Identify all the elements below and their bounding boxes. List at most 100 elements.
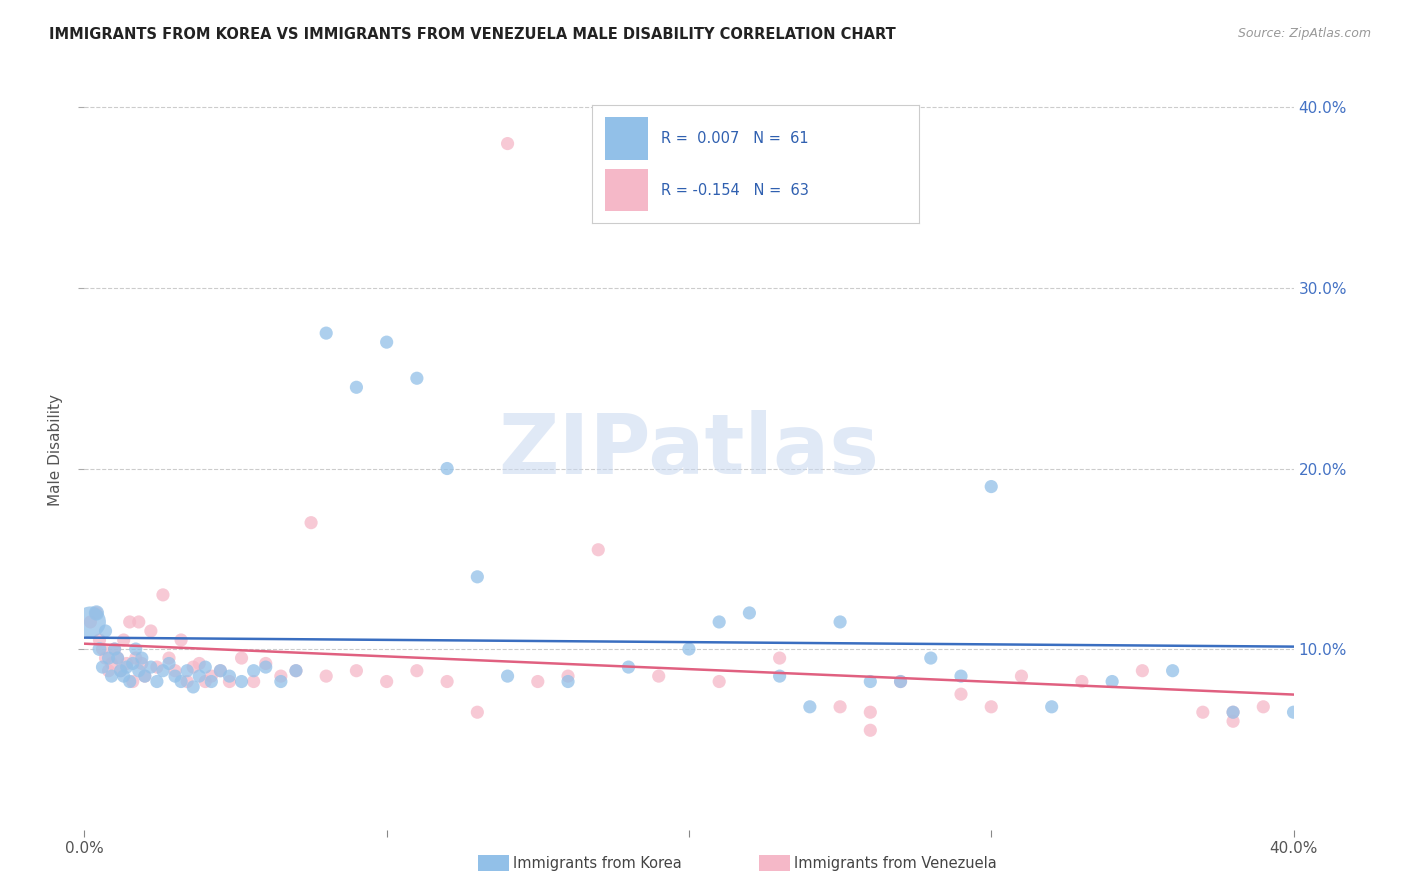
Point — [131, 657, 153, 671]
Point — [678, 642, 700, 657]
Point — [170, 674, 193, 689]
Point — [146, 660, 169, 674]
Text: Immigrants from Venezuela: Immigrants from Venezuela — [794, 856, 997, 871]
Point — [165, 664, 187, 678]
Point — [769, 669, 792, 683]
Point — [112, 633, 135, 648]
Point — [218, 669, 240, 683]
Point — [557, 669, 579, 683]
Point — [1222, 705, 1244, 719]
Point — [115, 660, 138, 674]
Point — [209, 664, 232, 678]
Point — [110, 664, 132, 678]
Point — [125, 642, 148, 657]
Point — [152, 588, 174, 602]
Point — [1130, 664, 1153, 678]
Point — [254, 660, 277, 674]
Point — [139, 624, 162, 638]
Point — [181, 660, 204, 674]
Point — [94, 651, 117, 665]
Point — [181, 680, 204, 694]
Point — [950, 669, 973, 683]
Point — [346, 664, 368, 678]
Point — [157, 657, 180, 671]
Point — [709, 615, 731, 629]
Point — [1071, 674, 1094, 689]
Point — [1101, 674, 1123, 689]
Point — [89, 642, 111, 657]
Point — [285, 664, 308, 678]
Point — [97, 651, 120, 665]
Point — [315, 669, 337, 683]
Point — [799, 699, 821, 714]
Point — [209, 664, 232, 678]
Point — [176, 664, 198, 678]
Point — [467, 705, 489, 719]
Point — [89, 633, 111, 648]
Point — [1040, 699, 1063, 714]
Point — [769, 651, 792, 665]
Point — [980, 699, 1002, 714]
Point — [121, 674, 143, 689]
Point — [315, 326, 337, 340]
Point — [218, 674, 240, 689]
Point — [121, 657, 143, 671]
Point — [94, 624, 117, 638]
Point — [375, 335, 398, 350]
Point — [91, 660, 114, 674]
Point — [110, 664, 132, 678]
Point — [139, 660, 162, 674]
Point — [97, 664, 120, 678]
Point — [1222, 714, 1244, 729]
Point — [86, 606, 108, 620]
Point — [920, 651, 942, 665]
Point — [859, 723, 882, 738]
Point — [125, 651, 148, 665]
Text: Source: ZipAtlas.com: Source: ZipAtlas.com — [1237, 27, 1371, 40]
Point — [1011, 669, 1033, 683]
Point — [170, 633, 193, 648]
Point — [231, 651, 253, 665]
Point — [79, 615, 101, 629]
Point — [557, 674, 579, 689]
Point — [436, 461, 458, 475]
Point — [617, 660, 640, 674]
Point — [1222, 705, 1244, 719]
Point — [950, 687, 973, 701]
Point — [1282, 705, 1305, 719]
Point — [100, 669, 122, 683]
Point — [188, 657, 211, 671]
Point — [194, 660, 217, 674]
Point — [79, 615, 101, 629]
Point — [496, 136, 519, 151]
Point — [270, 669, 292, 683]
Point — [176, 674, 198, 689]
Y-axis label: Male Disability: Male Disability — [48, 394, 63, 507]
Point — [375, 674, 398, 689]
Point — [188, 669, 211, 683]
Point — [1192, 705, 1215, 719]
Text: IMMIGRANTS FROM KOREA VS IMMIGRANTS FROM VENEZUELA MALE DISABILITY CORRELATION C: IMMIGRANTS FROM KOREA VS IMMIGRANTS FROM… — [49, 27, 896, 42]
Point — [100, 657, 122, 671]
Point — [146, 674, 169, 689]
Point — [890, 674, 912, 689]
Point — [112, 669, 135, 683]
Point — [254, 657, 277, 671]
Point — [115, 657, 138, 671]
Point — [242, 674, 264, 689]
Point — [107, 651, 129, 665]
Point — [134, 669, 156, 683]
Point — [118, 615, 141, 629]
Point — [91, 642, 114, 657]
Point — [104, 642, 127, 657]
Point — [128, 664, 150, 678]
Point — [157, 651, 180, 665]
Point — [165, 669, 187, 683]
Point — [107, 651, 129, 665]
Point — [496, 669, 519, 683]
Point — [1161, 664, 1184, 678]
Point — [231, 674, 253, 689]
Point — [128, 615, 150, 629]
Point — [709, 674, 731, 689]
Point — [194, 674, 217, 689]
